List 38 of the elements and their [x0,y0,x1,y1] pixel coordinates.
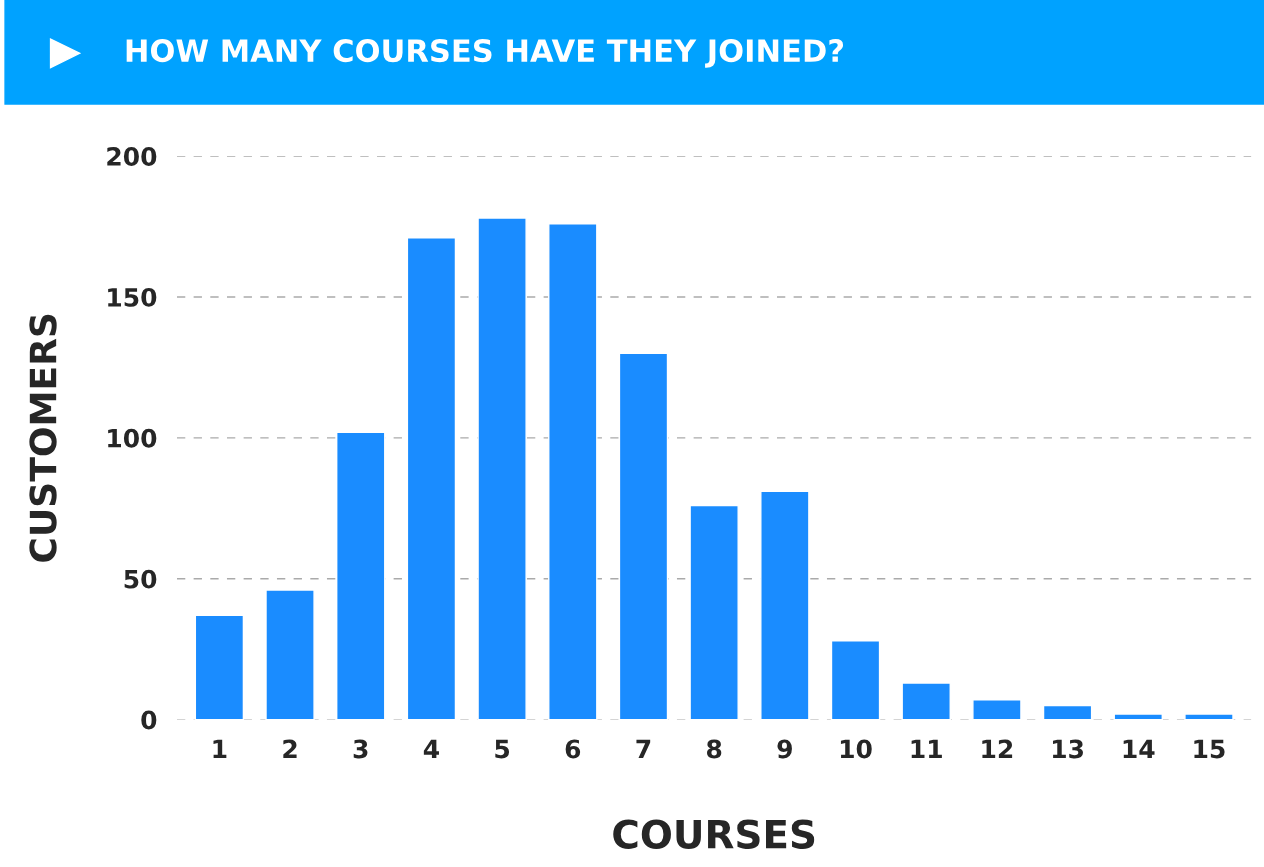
x-tick-label: 8 [706,739,722,759]
bar [760,490,810,721]
bar [1184,713,1234,721]
x-tick-label: 14 [1123,739,1155,759]
bar [194,614,245,721]
bar [618,352,669,721]
bar [689,504,739,721]
y-axis-title: CUSTOMERS [29,314,57,562]
x-tick-label: 11 [911,739,942,759]
bar [972,699,1022,721]
x-tick-label: 5 [495,739,510,759]
bar [265,589,315,721]
y-tick-label: 0 [141,710,157,730]
bar [1113,713,1163,721]
x-tick-label: 13 [1053,739,1083,759]
y-tick-label: 100 [108,428,157,448]
bar [901,682,951,721]
x-tick-label: 2 [283,739,297,759]
bar [477,217,527,721]
x-tick-label: 3 [353,739,368,759]
x-tick-label: 9 [777,739,792,759]
bar [1042,704,1093,721]
x-tick-label: 6 [565,739,581,759]
x-tick-label: 1 [213,739,227,759]
bar [548,222,598,721]
bar [830,640,881,721]
y-tick-label: 150 [108,287,157,307]
x-tick-label: 15 [1194,739,1225,759]
x-tick-label: 10 [840,739,872,759]
y-tick-label: 50 [124,569,157,589]
x-tick-label: 12 [982,739,1013,759]
x-axis-title: COURSES [613,819,815,849]
x-tick-label: 7 [636,739,651,759]
chart-title: HOW MANY COURSES HAVE THEY JOINED? [126,39,844,68]
bar [336,431,386,721]
x-tick-label: 4 [423,739,439,759]
bar [406,237,457,721]
y-tick-label: 200 [107,147,157,166]
